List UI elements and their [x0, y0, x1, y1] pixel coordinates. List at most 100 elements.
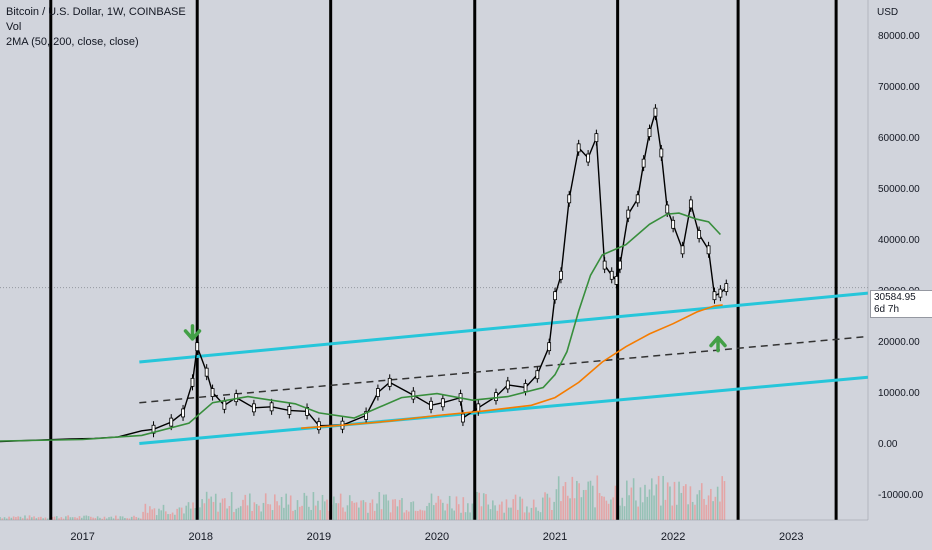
- volume-bar: [589, 480, 592, 520]
- candle-body: [547, 342, 552, 352]
- volume-bar: [140, 518, 142, 520]
- volume-bar: [180, 507, 183, 520]
- symbol-title[interactable]: Bitcoin / U.S. Dollar, 1W, COINBASE: [6, 6, 186, 18]
- volume-bar: [435, 502, 437, 520]
- volume-bar: [414, 510, 417, 520]
- x-tick-label: 2022: [661, 531, 685, 543]
- volume-bar: [71, 517, 74, 520]
- volume-bar: [217, 511, 219, 520]
- volume-bar: [333, 496, 335, 520]
- volume-bar: [155, 515, 158, 520]
- volume-bar: [283, 507, 285, 520]
- volume-bars: [0, 475, 726, 520]
- volume-bar: [691, 501, 694, 520]
- candle-body: [576, 143, 581, 153]
- volume-bar: [678, 481, 680, 520]
- volume-bar: [476, 491, 478, 520]
- plot-area: [0, 0, 868, 520]
- time-axis: [0, 520, 868, 550]
- volume-bar: [680, 492, 683, 520]
- candle-body: [635, 194, 640, 204]
- volume-bar: [446, 503, 449, 520]
- price-candles: [151, 104, 729, 438]
- volume-bar: [262, 502, 265, 520]
- volume-bar: [337, 503, 340, 520]
- volume-bar: [383, 494, 385, 520]
- volume-bar: [348, 495, 351, 520]
- volume-bar: [551, 509, 553, 520]
- candle-body: [618, 260, 622, 270]
- volume-bar: [380, 509, 383, 520]
- volume-bar: [401, 498, 403, 520]
- volume-bar: [623, 506, 626, 520]
- volume-bar: [244, 494, 247, 520]
- volume-bar: [626, 480, 628, 520]
- candle-body: [647, 128, 652, 137]
- volume-bar: [498, 504, 501, 520]
- moving-average-indicator-label[interactable]: 2MA (50, 200, close, close): [6, 36, 139, 48]
- volume-bar: [610, 499, 612, 520]
- candle-body: [586, 153, 591, 163]
- volume-bar: [482, 493, 485, 520]
- volume-bar: [714, 496, 717, 520]
- volume-bar: [603, 496, 605, 520]
- volume-bar: [146, 512, 149, 520]
- volume-bar: [246, 505, 249, 520]
- volume-bar: [94, 518, 97, 520]
- volume-bar: [362, 500, 365, 520]
- volume-bar: [666, 482, 669, 520]
- volume-bar: [65, 516, 67, 520]
- volume-bar: [573, 498, 576, 520]
- volume-bar: [635, 500, 637, 520]
- candle-body: [387, 377, 392, 387]
- volume-bar: [562, 486, 565, 520]
- volume-bar: [105, 518, 108, 520]
- volume-bar: [194, 508, 197, 520]
- volume-bar: [17, 516, 19, 520]
- volume-bar: [6, 518, 8, 520]
- volume-bar: [153, 508, 156, 520]
- volume-bar: [185, 505, 188, 520]
- volume-bar: [512, 499, 515, 520]
- volume-bar: [544, 492, 546, 520]
- volume-bar: [407, 511, 410, 520]
- volume-bar: [326, 499, 328, 520]
- candle-body: [195, 342, 200, 352]
- volume-bar: [662, 475, 664, 520]
- volume-bar: [621, 497, 624, 520]
- volume-bar: [276, 501, 278, 520]
- volume-bar: [591, 485, 594, 520]
- volume-bar: [371, 499, 374, 520]
- volume-bar: [164, 511, 167, 520]
- candle-body: [429, 400, 433, 410]
- volume-bar: [703, 498, 705, 520]
- candle-body: [210, 388, 215, 397]
- volume-indicator-label[interactable]: Vol: [6, 21, 22, 33]
- volume-bar: [212, 501, 215, 520]
- volume-bar: [721, 476, 723, 520]
- volume-bar: [278, 505, 281, 520]
- candle-body: [602, 260, 607, 270]
- candle-body: [641, 158, 646, 168]
- volume-bar: [323, 501, 326, 520]
- volume-bar: [26, 518, 29, 520]
- volume-bar: [292, 510, 294, 520]
- volume-bar: [303, 492, 306, 520]
- volume-bar: [585, 489, 587, 520]
- volume-bar: [28, 515, 31, 520]
- volume-bar: [301, 505, 303, 520]
- volume-bar: [548, 497, 551, 520]
- volume-bar: [387, 500, 390, 520]
- volume-bar: [171, 512, 174, 520]
- y-tick-label: 40000.00: [878, 235, 920, 246]
- volume-bar: [671, 505, 674, 520]
- candle-body: [181, 408, 185, 418]
- volume-bar: [560, 501, 562, 520]
- volume-bar: [344, 511, 347, 520]
- volume-bar: [716, 486, 719, 520]
- last-price-label: 30584.95 6d 7h: [870, 290, 932, 318]
- volume-bar: [294, 509, 297, 520]
- candle-body: [567, 194, 572, 204]
- volume-bar: [312, 492, 315, 520]
